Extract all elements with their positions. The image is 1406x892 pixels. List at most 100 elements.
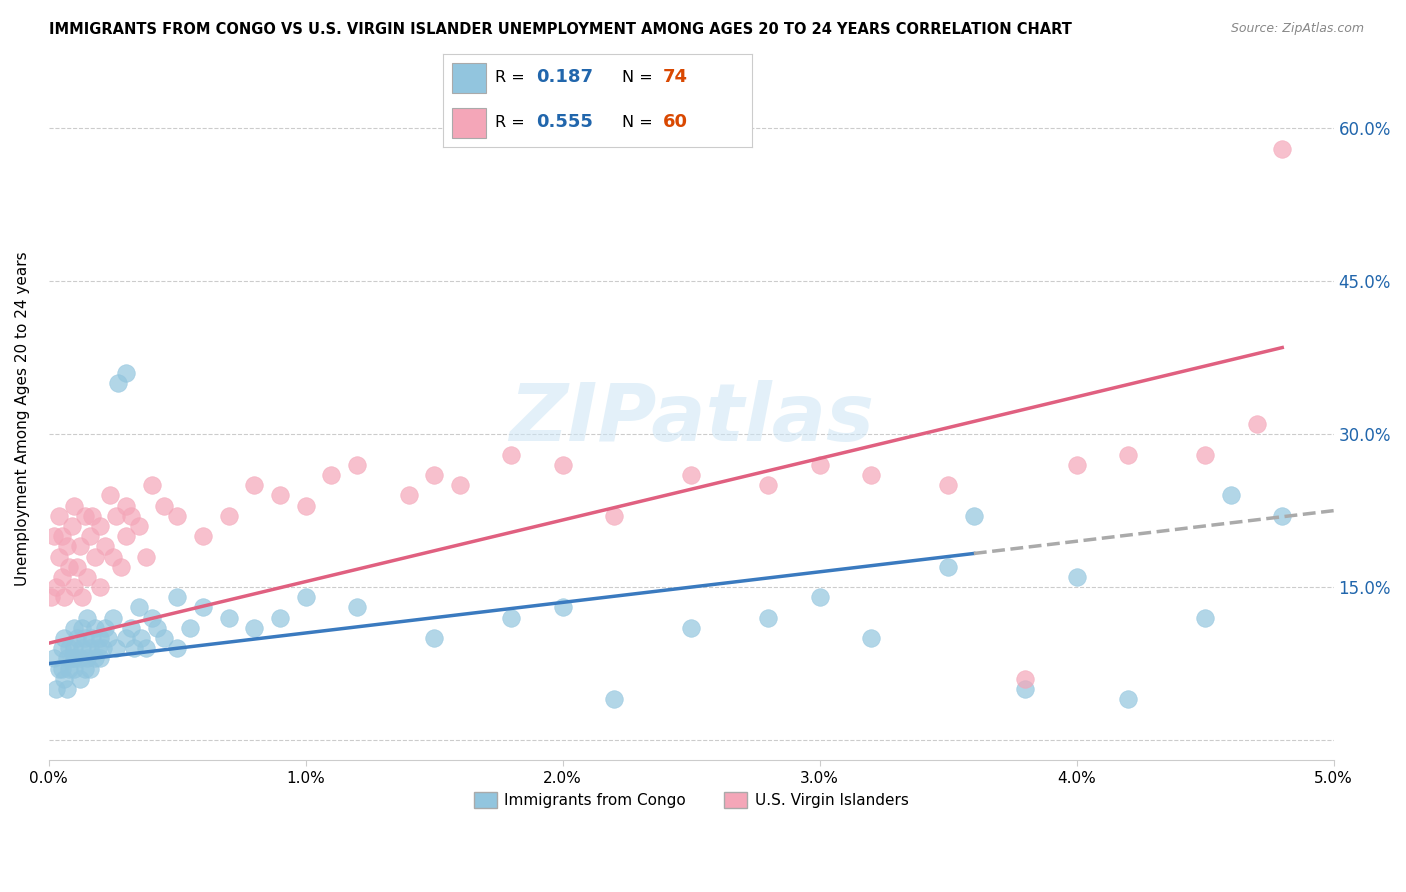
Point — [94, 621, 117, 635]
Point — [63, 651, 86, 665]
Text: R =: R = — [495, 70, 530, 85]
Point — [321, 467, 343, 482]
Text: 0.187: 0.187 — [536, 69, 593, 87]
Point — [1271, 508, 1294, 523]
Point — [89, 651, 111, 665]
Point — [120, 621, 142, 635]
Point — [84, 621, 107, 635]
Point — [89, 580, 111, 594]
Y-axis label: Unemployment Among Ages 20 to 24 years: Unemployment Among Ages 20 to 24 years — [15, 252, 30, 586]
Point — [398, 488, 420, 502]
Point — [66, 559, 89, 574]
Point — [41, 591, 63, 605]
Point — [128, 519, 150, 533]
Point — [269, 610, 291, 624]
Point — [551, 600, 574, 615]
Point — [501, 610, 523, 624]
Point — [141, 610, 163, 624]
Point — [63, 499, 86, 513]
Point — [135, 549, 157, 564]
Point — [115, 499, 138, 513]
Point — [860, 631, 883, 645]
Point — [63, 580, 86, 594]
Point — [107, 376, 129, 391]
Point — [73, 662, 96, 676]
Point — [551, 458, 574, 472]
Point — [166, 508, 188, 523]
Text: R =: R = — [495, 115, 530, 130]
Point — [100, 488, 122, 502]
Text: 74: 74 — [662, 69, 688, 87]
Point — [55, 651, 77, 665]
Point — [115, 529, 138, 543]
Point — [110, 559, 132, 574]
Point — [101, 610, 124, 624]
Point — [82, 631, 104, 645]
Point — [58, 662, 80, 676]
Point — [79, 529, 101, 543]
Point — [294, 499, 316, 513]
Point — [48, 508, 70, 523]
Point — [55, 539, 77, 553]
Point — [76, 570, 98, 584]
Point — [70, 641, 93, 656]
Point — [243, 621, 266, 635]
Point — [1194, 448, 1216, 462]
Point — [53, 591, 76, 605]
Bar — [453, 108, 486, 138]
Point — [860, 467, 883, 482]
Point — [1014, 672, 1036, 686]
Point — [166, 591, 188, 605]
Point — [104, 641, 127, 656]
Point — [51, 529, 73, 543]
Point — [51, 662, 73, 676]
Point — [51, 570, 73, 584]
Point — [69, 672, 91, 686]
Point — [243, 478, 266, 492]
Point — [104, 508, 127, 523]
Point — [60, 651, 83, 665]
Point — [166, 641, 188, 656]
Point — [191, 600, 214, 615]
Text: Source: ZipAtlas.com: Source: ZipAtlas.com — [1230, 22, 1364, 36]
Point — [115, 366, 138, 380]
Point — [681, 467, 703, 482]
Point — [63, 662, 86, 676]
Point — [346, 600, 368, 615]
Text: N =: N = — [623, 115, 658, 130]
Point — [86, 641, 108, 656]
Point — [449, 478, 471, 492]
Point — [963, 508, 986, 523]
Point — [84, 549, 107, 564]
Point — [1066, 570, 1088, 584]
Point — [48, 549, 70, 564]
Point — [70, 621, 93, 635]
Point — [294, 591, 316, 605]
Point — [60, 519, 83, 533]
Point — [53, 631, 76, 645]
Point — [936, 478, 959, 492]
Point — [423, 467, 446, 482]
Text: 0.555: 0.555 — [536, 113, 592, 131]
Text: ZIPatlas: ZIPatlas — [509, 380, 873, 458]
Point — [423, 631, 446, 645]
Point — [79, 641, 101, 656]
Point — [128, 600, 150, 615]
Point — [1014, 681, 1036, 696]
Point — [58, 641, 80, 656]
Point — [1194, 610, 1216, 624]
Point — [135, 641, 157, 656]
Point — [179, 621, 201, 635]
Point — [70, 591, 93, 605]
Point — [79, 662, 101, 676]
Point — [48, 662, 70, 676]
Point — [756, 478, 779, 492]
Point — [269, 488, 291, 502]
Point — [101, 549, 124, 564]
Point — [73, 508, 96, 523]
Point — [97, 631, 120, 645]
Point — [69, 539, 91, 553]
Point — [153, 631, 176, 645]
Point — [129, 631, 152, 645]
Point — [63, 641, 86, 656]
